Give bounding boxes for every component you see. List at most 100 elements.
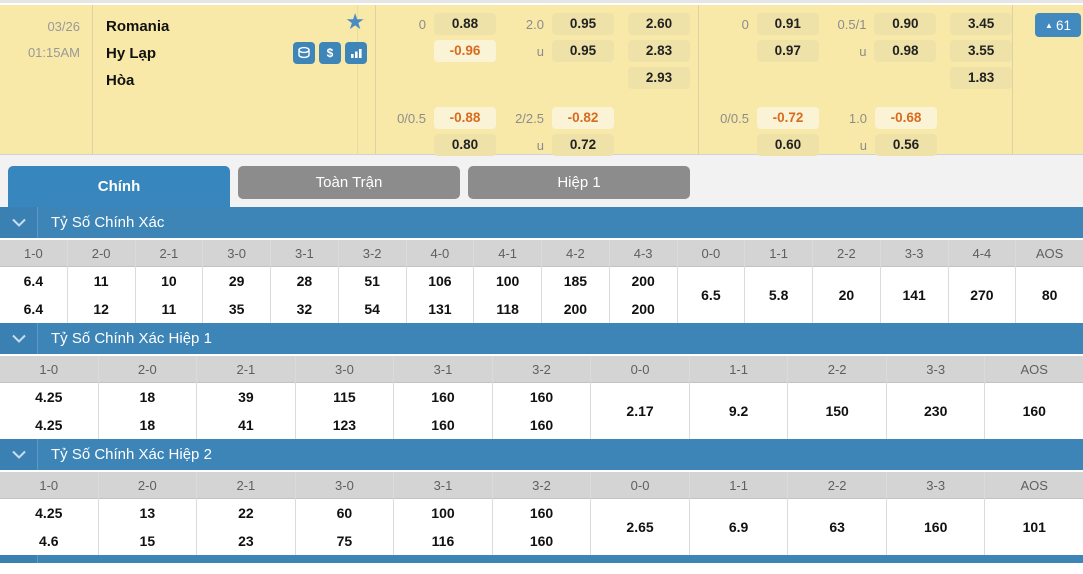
section-header-3[interactable]: Tỷ Số Chính Xác Hiệp 2 [0, 439, 1083, 472]
score-odds-value[interactable]: 118 [496, 301, 519, 317]
more-bets-badge[interactable]: ▲ 61 [1035, 13, 1081, 37]
tab-2[interactable]: Toàn Trận [238, 166, 460, 199]
score-odds-value[interactable]: 101 [1022, 519, 1046, 535]
odds-over[interactable]: 0.95 [552, 13, 614, 35]
section-header-2[interactable]: Tỷ Số Chính Xác Hiệp 1 [0, 323, 1083, 356]
score-odds-value[interactable]: 2.65 [626, 519, 654, 535]
odds-hdp-away[interactable]: -0.96 [434, 40, 496, 62]
score-odds-value[interactable]: 4.25 [35, 417, 63, 433]
odds-hdp-away[interactable]: 0.97 [756, 40, 819, 62]
score-odds-value[interactable]: 60 [336, 505, 353, 521]
score-odds-value[interactable]: 11 [93, 273, 109, 289]
score-odds-value[interactable]: 32 [296, 301, 313, 317]
odds-1x2-draw[interactable]: 2.93 [628, 67, 690, 89]
odds-over[interactable]: -0.68 [875, 107, 937, 129]
odds-hdp-home[interactable]: -0.88 [434, 107, 496, 129]
score-odds-value[interactable]: 150 [825, 403, 849, 419]
score-odds-value[interactable]: 6.4 [23, 301, 44, 317]
chevron-down-icon[interactable] [0, 439, 38, 470]
odds-under[interactable]: 0.72 [552, 134, 614, 156]
score-odds-value[interactable]: 4.25 [35, 505, 63, 521]
score-odds-value[interactable]: 115 [333, 389, 356, 405]
score-odds-value[interactable]: 160 [529, 417, 554, 433]
coin-stack-icon[interactable] [293, 42, 315, 64]
odds-1x2-away[interactable]: 2.83 [628, 40, 690, 62]
score-odds-value[interactable]: 4.25 [35, 389, 63, 405]
score-odds-value[interactable]: 160 [529, 533, 554, 549]
score-odds-value[interactable]: 54 [364, 301, 380, 317]
score-odds-value[interactable]: 9.2 [728, 403, 749, 419]
score-odds-value[interactable]: 4.6 [39, 533, 59, 549]
score-odds-value[interactable]: 18 [139, 417, 156, 433]
score-odds-value[interactable]: 160 [529, 505, 554, 521]
odds-1x2-home[interactable]: 3.45 [950, 13, 1013, 35]
score-odds-value[interactable]: 131 [428, 301, 452, 317]
score-odds-value[interactable]: 160 [431, 417, 455, 433]
score-odds-value[interactable]: 100 [431, 505, 455, 521]
odds-1x2-home[interactable]: 2.60 [628, 13, 690, 35]
odds-1x2-draw[interactable]: 1.83 [950, 67, 1013, 89]
odds-under[interactable]: 0.56 [875, 134, 937, 156]
next-section-bar-partial[interactable] [0, 555, 1083, 563]
score-odds-value[interactable]: 185 [563, 273, 588, 289]
score-odds-value[interactable]: 160 [924, 519, 948, 535]
score-odds-value[interactable]: 10 [161, 273, 177, 289]
score-odds-value[interactable]: 20 [838, 287, 855, 303]
score-odds-value[interactable]: 141 [902, 287, 926, 303]
odds-under[interactable]: 0.95 [552, 40, 614, 62]
odds-under[interactable]: 0.98 [874, 40, 937, 62]
score-odds-value[interactable]: 200 [631, 273, 655, 289]
score-odds-value[interactable]: 106 [428, 273, 452, 289]
score-odds-value[interactable]: 13 [139, 505, 156, 521]
score-odds-value[interactable]: 200 [631, 301, 655, 317]
score-odds-value[interactable]: 160 [1022, 403, 1046, 419]
odds-hdp-home[interactable]: -0.72 [757, 107, 819, 129]
score-odds-value[interactable]: 51 [364, 273, 380, 289]
odds-hdp-home[interactable]: 0.88 [434, 13, 496, 35]
score-odds-value[interactable]: 270 [970, 287, 994, 303]
correct-score-sections: Tỷ Số Chính Xác 1-0 6.4 6.4 2-0 11 12 2-1 10 11 3-… [0, 207, 1083, 555]
score-odds-value[interactable]: 230 [924, 403, 948, 419]
score-odds-value[interactable]: 116 [431, 533, 455, 549]
odds-1x2-away[interactable]: 3.55 [950, 40, 1013, 62]
score-odds-value[interactable]: 41 [238, 417, 254, 433]
favorite-star-icon[interactable]: ★ [345, 9, 365, 34]
score-odds-value[interactable]: 29 [228, 273, 245, 289]
score-odds-value[interactable]: 22 [238, 505, 254, 521]
score-odds-value[interactable]: 63 [829, 519, 845, 535]
score-odds-value[interactable]: 12 [93, 301, 109, 317]
score-odds-value[interactable]: 11 [161, 301, 177, 317]
score-odds-value[interactable]: 100 [495, 273, 520, 289]
score-odds-value[interactable]: 5.8 [768, 287, 789, 303]
score-odds-value[interactable]: 160 [431, 389, 455, 405]
chevron-down-icon[interactable] [0, 207, 38, 238]
score-odds-value[interactable]: 35 [228, 301, 245, 317]
score-odds-value[interactable]: 39 [238, 389, 254, 405]
under-label: u [859, 137, 867, 153]
odds-hdp-away[interactable]: 0.60 [757, 134, 819, 156]
score-odds-value[interactable]: 28 [296, 273, 313, 289]
odds-hdp-home[interactable]: 0.91 [756, 13, 819, 35]
score-odds-value[interactable]: 123 [332, 417, 357, 433]
tab-3[interactable]: Hiệp 1 [468, 166, 690, 199]
odds-over[interactable]: -0.82 [552, 107, 614, 129]
score-odds-value[interactable]: 15 [139, 533, 156, 549]
bar-chart-icon[interactable] [345, 42, 367, 64]
score-odds-value[interactable]: 6.9 [728, 519, 749, 535]
score-odds-value[interactable]: 23 [238, 533, 254, 549]
dollar-icon[interactable]: $ [319, 42, 341, 64]
score-odds-value[interactable]: 200 [563, 301, 588, 317]
odds-over[interactable]: 0.90 [874, 13, 937, 35]
tab-1[interactable]: Chính [8, 166, 230, 207]
score-odds-value[interactable]: 2.17 [626, 403, 654, 419]
odds-hdp-away[interactable]: 0.80 [434, 134, 496, 156]
score-odds-value[interactable]: 18 [139, 389, 156, 405]
score-odds-value[interactable]: 6.5 [701, 287, 721, 303]
match-row: 03/26 01:15AM Romania Hy Lạp Hòa ★ $ [0, 5, 1083, 156]
chevron-down-icon[interactable] [0, 323, 38, 354]
score-odds-value[interactable]: 160 [529, 389, 554, 405]
score-odds-value[interactable]: 80 [1041, 287, 1058, 303]
score-odds-value[interactable]: 75 [336, 533, 353, 549]
section-header-1[interactable]: Tỷ Số Chính Xác [0, 207, 1083, 240]
score-odds-value[interactable]: 6.4 [23, 273, 44, 289]
